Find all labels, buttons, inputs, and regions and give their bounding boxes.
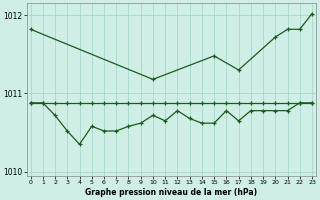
X-axis label: Graphe pression niveau de la mer (hPa): Graphe pression niveau de la mer (hPa) <box>85 188 257 197</box>
